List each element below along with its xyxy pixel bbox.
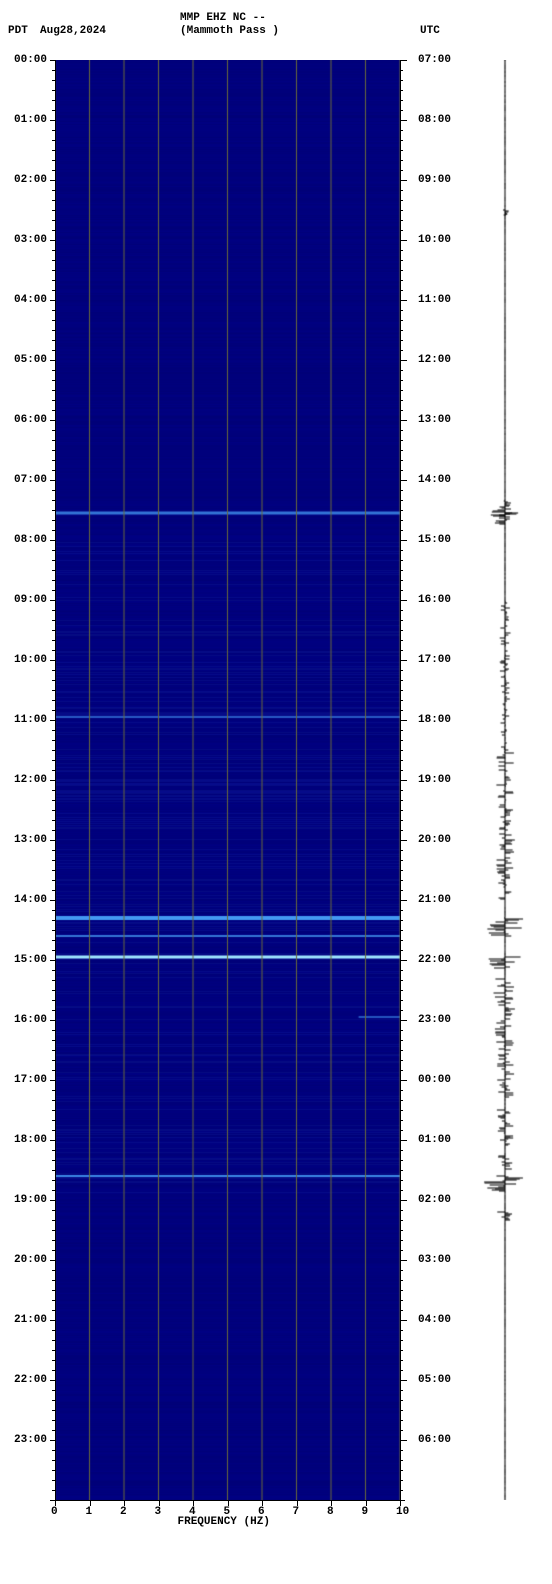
right-hour-label: 19:00 — [418, 774, 451, 786]
header-station: MMP EHZ NC -- — [180, 12, 266, 24]
left-hour-label: 01:00 — [14, 114, 47, 126]
left-hour-label: 02:00 — [14, 174, 47, 186]
left-hour-label: 11:00 — [14, 714, 47, 726]
x-tick-label: 5 — [224, 1506, 231, 1518]
x-tick-label: 8 — [327, 1506, 334, 1518]
right-hour-label: 04:00 — [418, 1314, 451, 1326]
right-hour-label: 02:00 — [418, 1194, 451, 1206]
right-hour-label: 21:00 — [418, 894, 451, 906]
right-hour-label: 20:00 — [418, 834, 451, 846]
left-hour-label: 09:00 — [14, 594, 47, 606]
left-hour-label: 13:00 — [14, 834, 47, 846]
right-hour-label: 00:00 — [418, 1074, 451, 1086]
spectrogram-canvas — [55, 60, 400, 1500]
left-hour-label: 20:00 — [14, 1254, 47, 1266]
x-tick-label: 9 — [362, 1506, 369, 1518]
seismogram-canvas — [475, 60, 535, 1500]
left-hour-label: 21:00 — [14, 1314, 47, 1326]
x-tick-label: 7 — [293, 1506, 300, 1518]
left-hour-label: 00:00 — [14, 54, 47, 66]
left-hour-label: 10:00 — [14, 654, 47, 666]
x-tick-label: 4 — [189, 1506, 196, 1518]
right-hour-label: 12:00 — [418, 354, 451, 366]
right-hour-label: 06:00 — [418, 1434, 451, 1446]
x-tick-label: 3 — [155, 1506, 162, 1518]
right-hour-label: 23:00 — [418, 1014, 451, 1026]
header-right-tz: UTC — [420, 25, 440, 37]
right-hour-label: 09:00 — [418, 174, 451, 186]
left-hour-label: 05:00 — [14, 354, 47, 366]
right-hour-label: 18:00 — [418, 714, 451, 726]
right-hour-label: 16:00 — [418, 594, 451, 606]
right-hour-label: 14:00 — [418, 474, 451, 486]
left-hour-label: 15:00 — [14, 954, 47, 966]
right-hour-label: 22:00 — [418, 954, 451, 966]
left-hour-label: 07:00 — [14, 474, 47, 486]
left-hour-label: 08:00 — [14, 534, 47, 546]
right-hour-label: 01:00 — [418, 1134, 451, 1146]
header-date: Aug28,2024 — [40, 25, 106, 37]
right-hour-label: 13:00 — [418, 414, 451, 426]
left-hour-label: 03:00 — [14, 234, 47, 246]
left-hour-label: 04:00 — [14, 294, 47, 306]
right-hour-label: 08:00 — [418, 114, 451, 126]
left-hour-label: 12:00 — [14, 774, 47, 786]
left-hour-label: 22:00 — [14, 1374, 47, 1386]
left-hour-label: 14:00 — [14, 894, 47, 906]
x-tick-label: 0 — [51, 1506, 58, 1518]
header-location: (Mammoth Pass ) — [180, 25, 279, 37]
right-hour-label: 10:00 — [418, 234, 451, 246]
left-hour-label: 16:00 — [14, 1014, 47, 1026]
left-hour-label: 23:00 — [14, 1434, 47, 1446]
left-hour-label: 06:00 — [14, 414, 47, 426]
right-hour-label: 15:00 — [418, 534, 451, 546]
x-tick-label: 6 — [258, 1506, 265, 1518]
x-tick-label: 10 — [396, 1506, 409, 1518]
left-hour-label: 18:00 — [14, 1134, 47, 1146]
right-hour-label: 17:00 — [418, 654, 451, 666]
header-left-tz: PDT — [8, 25, 28, 37]
seismic-spectrogram-figure: PDT Aug28,2024 MMP EHZ NC -- (Mammoth Pa… — [0, 0, 552, 1584]
x-tick-label: 2 — [120, 1506, 127, 1518]
left-hour-label: 17:00 — [14, 1074, 47, 1086]
x-tick-label: 1 — [86, 1506, 93, 1518]
right-hour-label: 05:00 — [418, 1374, 451, 1386]
right-hour-label: 07:00 — [418, 54, 451, 66]
left-hour-label: 19:00 — [14, 1194, 47, 1206]
right-hour-label: 11:00 — [418, 294, 451, 306]
right-hour-label: 03:00 — [418, 1254, 451, 1266]
